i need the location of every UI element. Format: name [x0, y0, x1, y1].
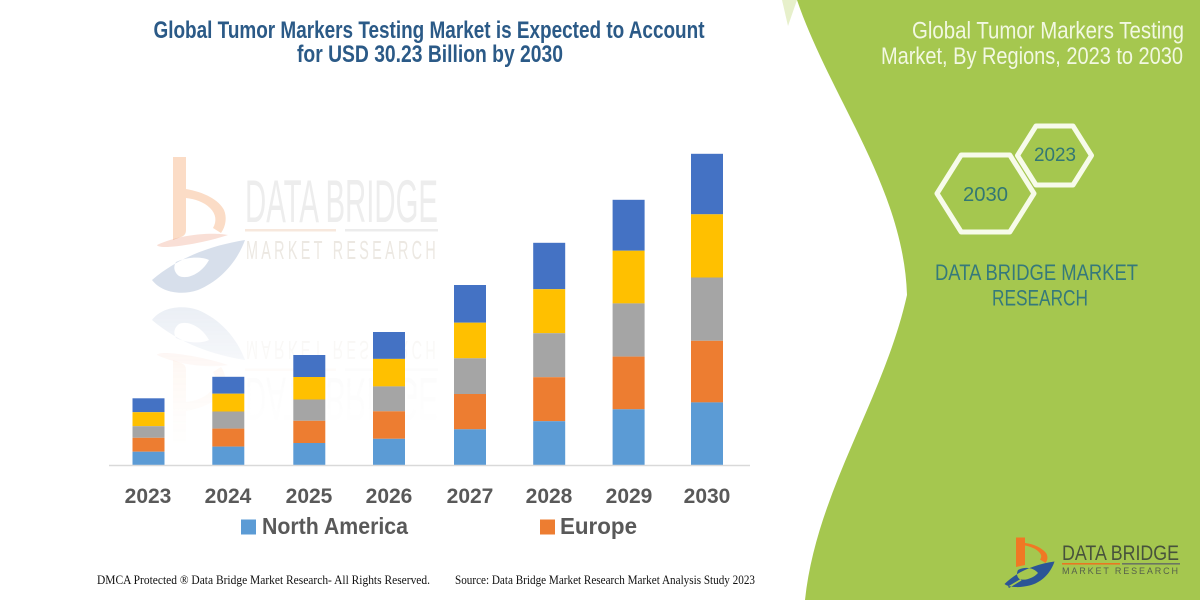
svg-text:2026: 2026 — [366, 485, 413, 508]
svg-text:Europe: Europe — [560, 513, 637, 539]
svg-text:2027: 2027 — [447, 485, 494, 508]
svg-text:2023: 2023 — [125, 485, 172, 508]
svg-text:2025: 2025 — [286, 485, 333, 508]
svg-text:2030: 2030 — [684, 485, 731, 508]
svg-text:2029: 2029 — [606, 485, 653, 508]
svg-text:Source: Data Bridge Market Res: Source: Data Bridge Market Research Mark… — [455, 572, 755, 587]
svg-text:2023: 2023 — [1034, 144, 1076, 166]
svg-text:for USD 30.23 Billion by 2030: for USD 30.23 Billion by 2030 — [297, 41, 563, 68]
svg-text:DMCA Protected ® Data Bridge M: DMCA Protected ® Data Bridge Market Rese… — [97, 572, 430, 587]
svg-text:DATA BRIDGE MARKET: DATA BRIDGE MARKET — [935, 260, 1138, 285]
svg-text:Market, By Regions, 2023 to 20: Market, By Regions, 2023 to 2030 — [881, 43, 1183, 70]
svg-text:MARKET RESEARCH: MARKET RESEARCH — [246, 235, 439, 265]
svg-text:2024: 2024 — [205, 485, 252, 508]
svg-text:MARKET RESEARCH: MARKET RESEARCH — [1062, 566, 1178, 576]
svg-text:RESEARCH: RESEARCH — [992, 286, 1088, 311]
svg-text:Global Tumor Markers Testing: Global Tumor Markers Testing — [912, 18, 1184, 45]
svg-text:DATA BRIDGE: DATA BRIDGE — [1062, 542, 1179, 565]
svg-text:2030: 2030 — [963, 184, 1008, 206]
svg-text:MARKET RESEARCH: MARKET RESEARCH — [246, 335, 439, 365]
svg-text:Global Tumor Markers Testing M: Global Tumor Markers Testing Market is E… — [154, 17, 705, 44]
svg-text:DATA BRIDGE: DATA BRIDGE — [245, 365, 438, 432]
svg-text:North America: North America — [262, 513, 408, 539]
svg-text:DATA BRIDGE: DATA BRIDGE — [245, 168, 438, 235]
svg-text:2028: 2028 — [526, 485, 573, 508]
